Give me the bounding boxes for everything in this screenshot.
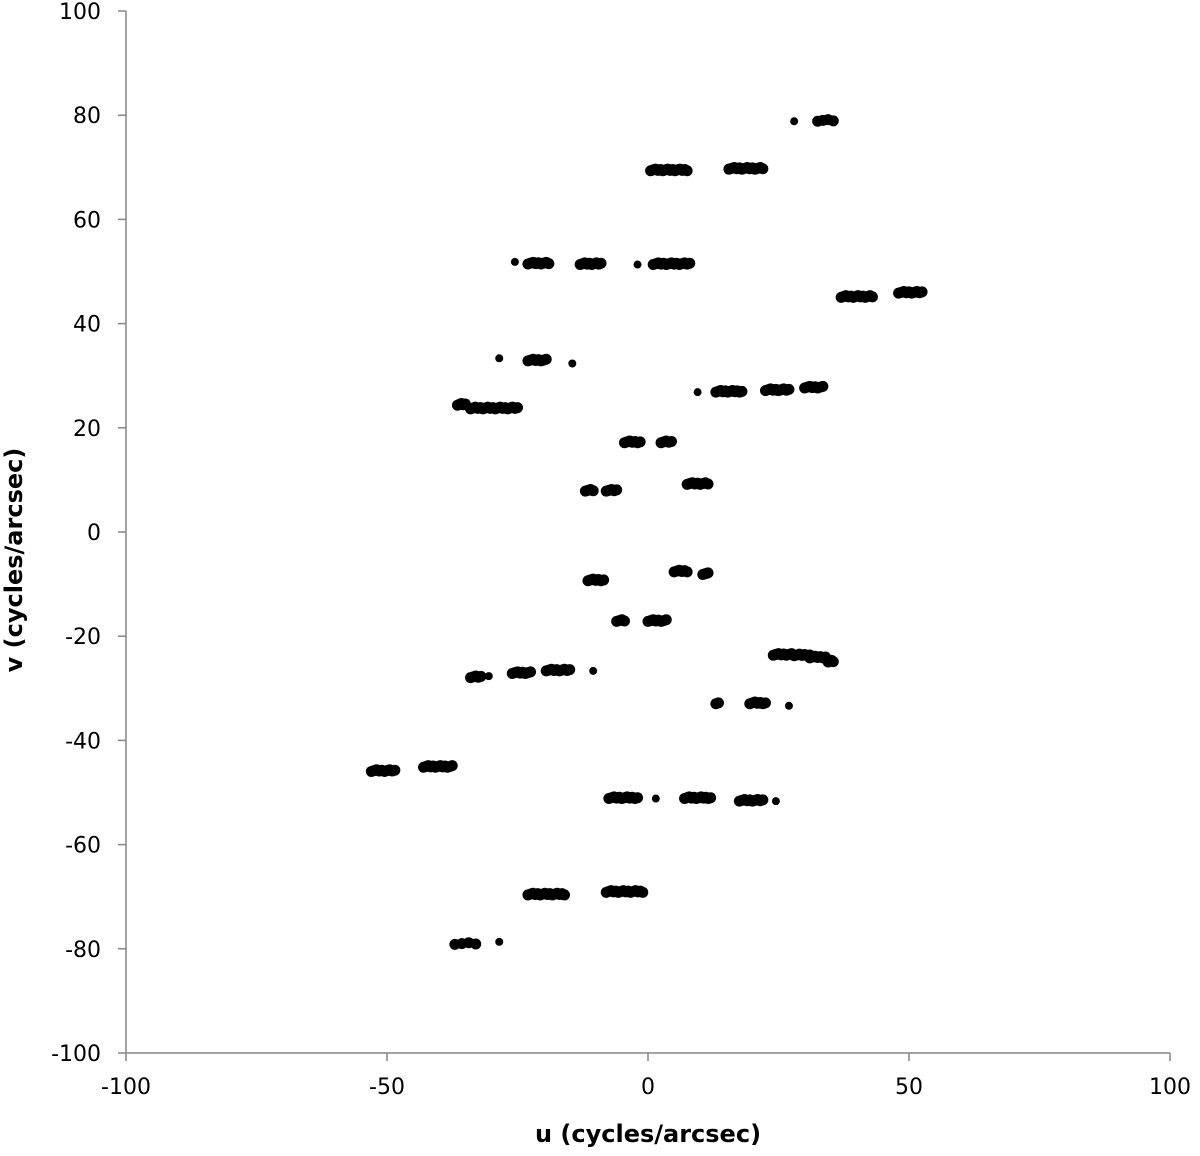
- data-point: [510, 257, 519, 266]
- y-tick-label: -40: [65, 729, 101, 754]
- data-point: [759, 697, 771, 709]
- y-tick-label: -80: [65, 938, 101, 963]
- data-point: [525, 666, 537, 678]
- data-point: [660, 614, 672, 626]
- data-point: [681, 566, 693, 578]
- data-point: [558, 889, 570, 901]
- data-point: [589, 666, 598, 675]
- data-point: [693, 388, 702, 397]
- data-point: [702, 478, 714, 490]
- y-tick-label: 20: [73, 417, 101, 442]
- y-axis-title: v (cycles/arcsec): [0, 448, 28, 673]
- data-point: [634, 436, 646, 448]
- data-point: [587, 485, 599, 497]
- data-point: [702, 567, 714, 579]
- data-point: [446, 760, 458, 772]
- y-tick-label: 0: [87, 521, 101, 546]
- data-point: [619, 615, 631, 627]
- data-point: [757, 163, 769, 175]
- data-point: [495, 937, 504, 946]
- y-axis-ticks: -100 -80 -60 -40 -20 0 20 40 60 80 100: [51, 0, 126, 1067]
- data-point: [681, 165, 693, 177]
- x-axis-title: u (cycles/arcsec): [535, 1120, 761, 1148]
- data-point: [389, 764, 401, 776]
- data-point: [771, 797, 780, 806]
- data-point: [684, 257, 696, 269]
- data-point: [470, 938, 482, 950]
- x-tick-label: -50: [369, 1075, 405, 1100]
- y-tick-label: -100: [51, 1042, 101, 1067]
- data-point: [712, 697, 724, 709]
- data-point: [705, 792, 717, 804]
- data-point: [495, 354, 504, 363]
- data-point: [564, 664, 576, 676]
- data-point: [633, 260, 642, 269]
- x-axis-ticks: -100 -50 0 50 100: [101, 1053, 1191, 1100]
- y-tick-label: -60: [65, 834, 101, 859]
- data-point: [757, 794, 769, 806]
- data-point: [827, 656, 839, 668]
- data-point: [827, 115, 839, 127]
- x-tick-label: -100: [101, 1075, 151, 1100]
- y-tick-label: 100: [59, 0, 101, 25]
- data-point: [817, 380, 829, 392]
- data-point: [783, 383, 795, 395]
- data-point: [866, 291, 878, 303]
- data-point: [540, 353, 552, 365]
- data-point: [568, 359, 577, 368]
- data-point: [784, 701, 793, 710]
- x-tick-label: 0: [641, 1075, 655, 1100]
- y-tick-label: 60: [73, 208, 101, 233]
- data-point: [632, 792, 644, 804]
- y-tick-label: 40: [73, 313, 101, 338]
- data-point: [651, 794, 660, 803]
- data-point: [790, 117, 799, 126]
- y-tick-label: 80: [73, 104, 101, 129]
- data-point: [543, 258, 555, 270]
- x-tick-label: 50: [895, 1075, 923, 1100]
- x-tick-label: 100: [1149, 1075, 1191, 1100]
- data-point: [512, 402, 523, 414]
- data-point: [598, 574, 610, 586]
- data-point: [475, 670, 487, 682]
- data-point: [916, 286, 928, 298]
- data-point: [637, 886, 649, 898]
- data-point: [484, 672, 493, 681]
- data-points: [365, 114, 928, 950]
- data-point: [611, 484, 623, 496]
- data-point: [665, 435, 677, 447]
- data-point: [595, 257, 607, 269]
- data-point: [736, 385, 748, 397]
- y-tick-label: -20: [65, 625, 101, 650]
